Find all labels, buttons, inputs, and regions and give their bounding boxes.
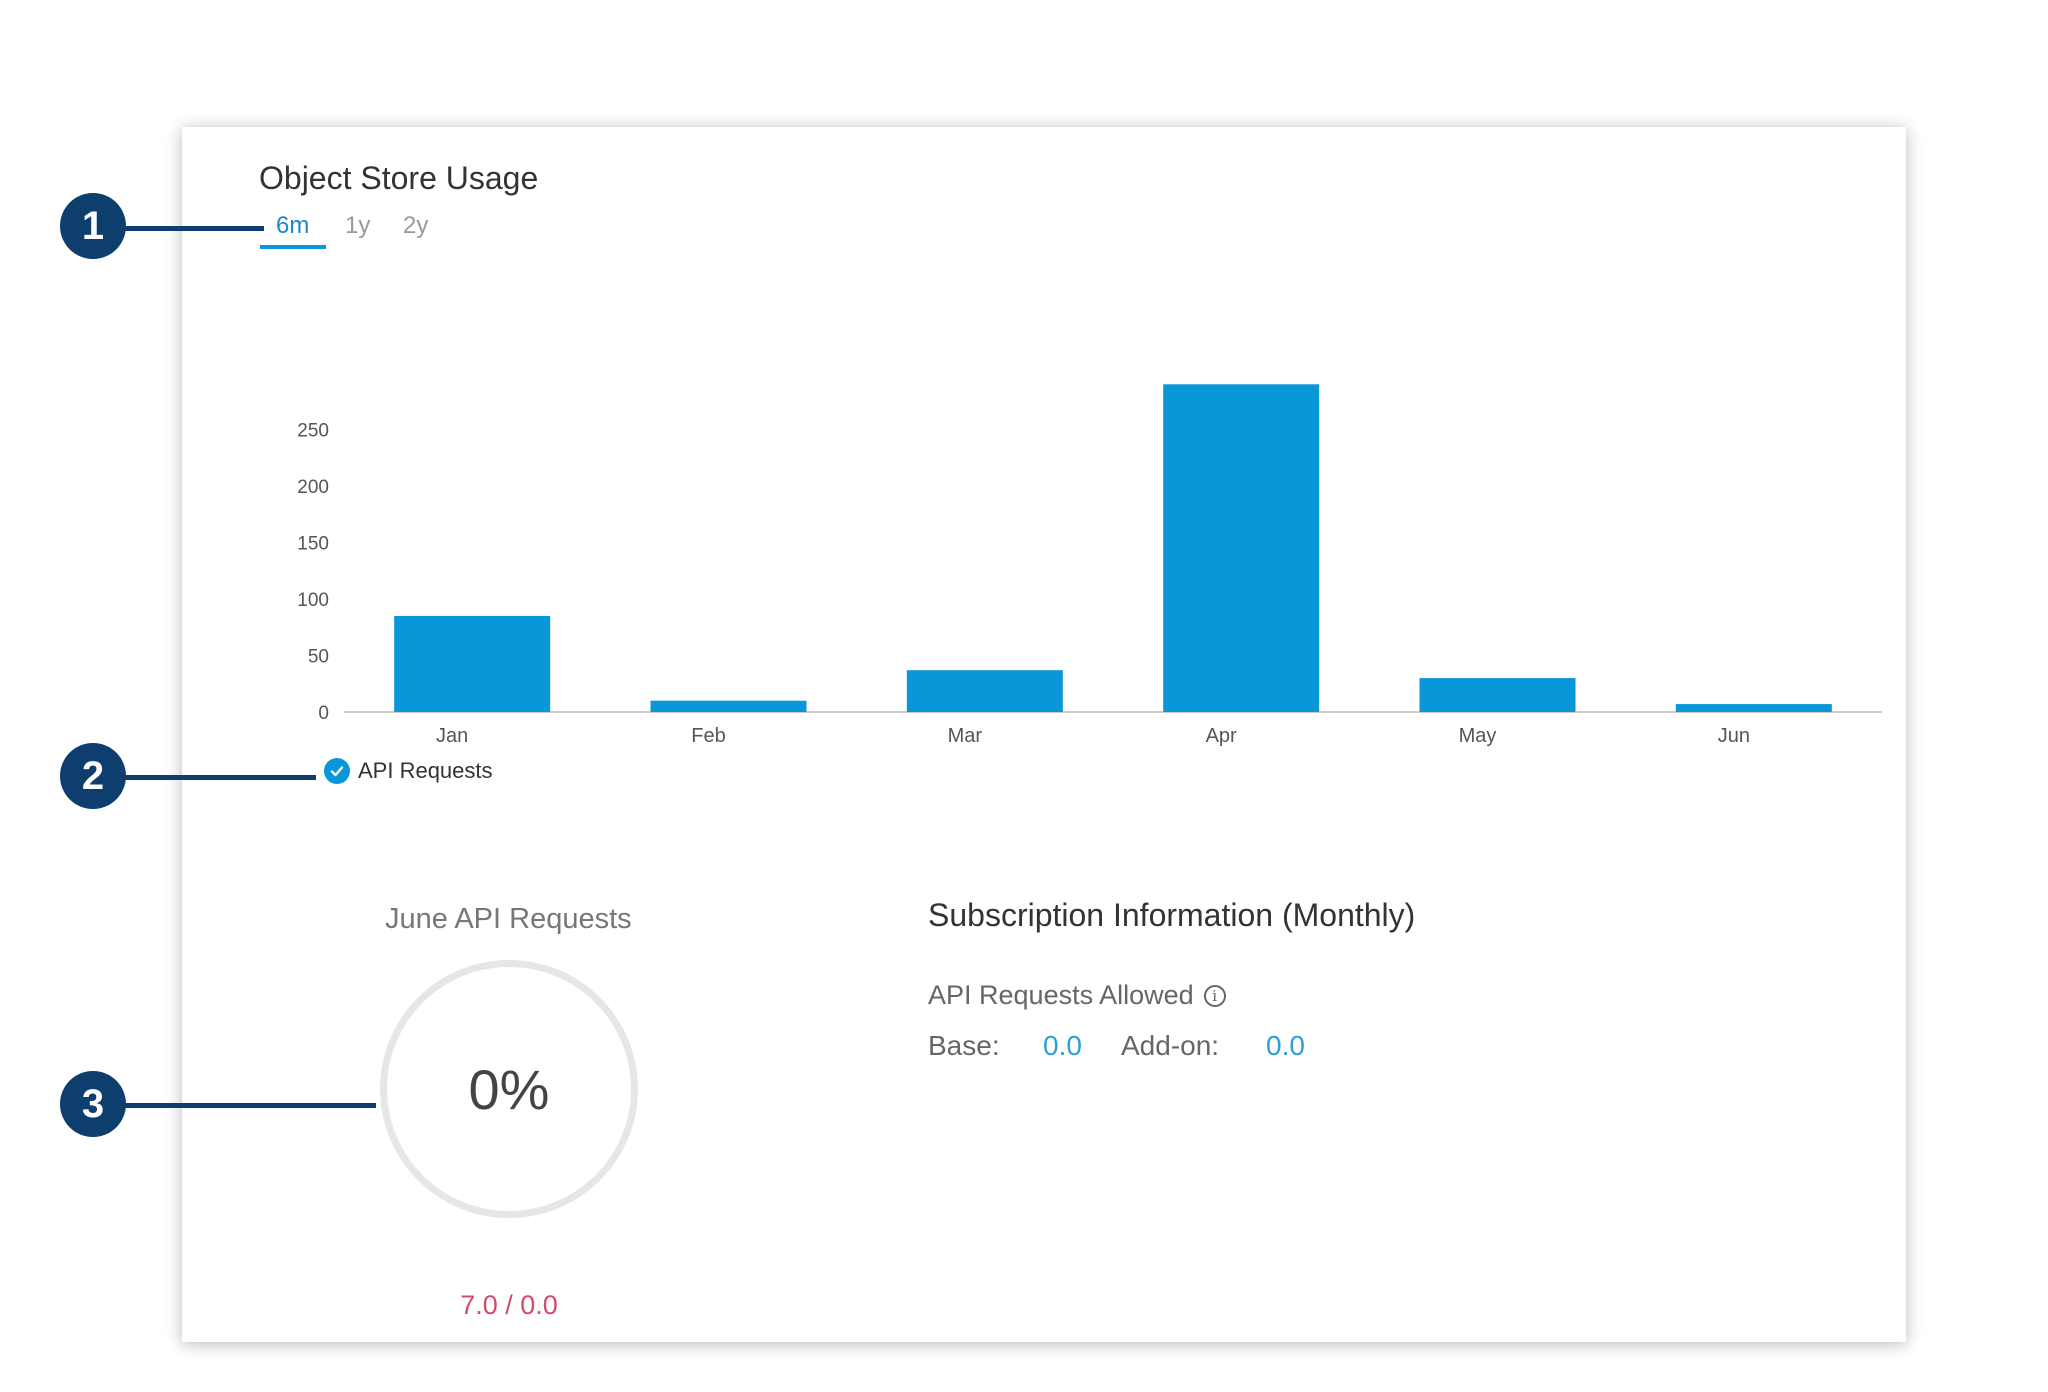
base-label: Base: <box>928 1030 1000 1061</box>
callout-badge-1: 1 <box>60 193 126 259</box>
info-icon[interactable]: i <box>1203 984 1226 1007</box>
gauge-percent: 0% <box>468 1057 550 1121</box>
card-title: Object Store Usage <box>259 160 539 196</box>
subscription-title: Subscription Information (Monthly) <box>928 897 1416 933</box>
tab-6m[interactable]: 6m <box>276 212 310 239</box>
legend-label: API Requests <box>358 758 493 783</box>
gauge-usage-ratio: 7.0 / 0.0 <box>460 1290 558 1320</box>
callout-3-line <box>100 1103 376 1108</box>
addon-value: 0.0 <box>1266 1030 1305 1061</box>
active-tab-indicator <box>260 245 326 249</box>
api-requests-allowed-text: API Requests Allowed <box>928 980 1194 1010</box>
usage-gauge: 0% <box>380 960 638 1218</box>
api-requests-allowed-label: API Requests Allowed i <box>928 980 1226 1011</box>
legend-item-api-requests[interactable]: API Requests <box>324 758 493 784</box>
addon-label: Add-on: <box>1121 1030 1220 1061</box>
base-value: 0.0 <box>1043 1030 1082 1061</box>
callout-badge-2: 2 <box>60 743 126 809</box>
checkmark-icon <box>324 758 350 784</box>
callout-2-line <box>100 775 316 780</box>
callout-badge-3: 3 <box>60 1071 126 1137</box>
tab-1y[interactable]: 1y <box>345 212 371 239</box>
tab-2y[interactable]: 2y <box>403 212 429 239</box>
gauge-title: June API Requests <box>385 903 632 935</box>
callout-1-line <box>100 226 264 231</box>
